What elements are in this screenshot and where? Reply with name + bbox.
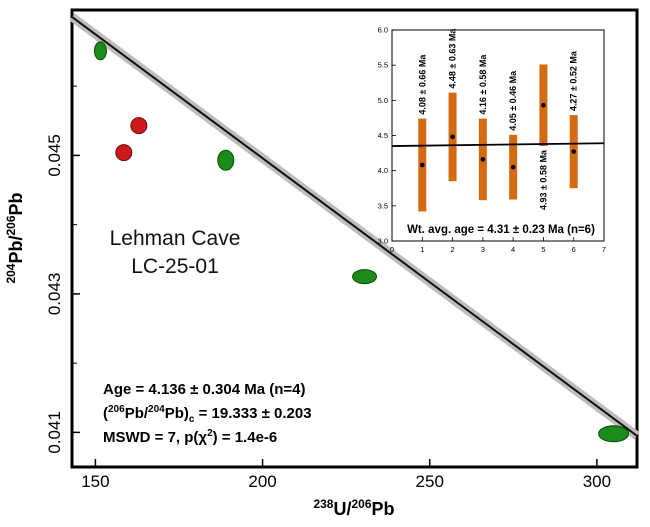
inset-bar-label: 4.27 ± 0.52 Ma <box>569 50 579 111</box>
x-title-sup1: 238 <box>313 497 333 511</box>
inset-y-tick-label: 5.5 <box>378 61 388 70</box>
inset-mean-dot <box>450 134 455 140</box>
y-title-end: Pb <box>6 192 26 215</box>
inset-mean-dot <box>510 164 516 170</box>
y-tick-label: 0.043 <box>45 273 64 316</box>
x-axis-title: 238U/206Pb <box>313 497 394 519</box>
data-point-excluded <box>115 144 133 162</box>
inset-x-tick-label: 5 <box>541 245 545 254</box>
inset-y-tick-label: 5.0 <box>378 96 388 105</box>
sample-name: Lehman Cave <box>110 227 241 250</box>
stat-mswd-prefix: MSWD = 7, p(χ <box>103 429 207 446</box>
x-tick-label: 150 <box>81 472 109 491</box>
inset-y-tick-label: 6.0 <box>378 26 388 35</box>
x-title-sup2: 206 <box>351 497 371 511</box>
inset-mean-dot <box>419 162 425 168</box>
stat-ratio-sup2: 204 <box>148 404 165 415</box>
x-tick-label: 250 <box>416 472 444 491</box>
inset-y-tick-label: 4.0 <box>378 166 388 175</box>
inset-bar-label: 4.05 ± 0.46 Ma <box>508 70 518 131</box>
inset-x-tick-label: 0 <box>390 245 394 254</box>
y-tick-label: 0.045 <box>45 134 64 177</box>
x-title-end: Pb <box>372 499 395 519</box>
x-title-mid: U/ <box>333 499 351 519</box>
y-tick-label: 0.041 <box>45 411 64 454</box>
data-point-included <box>217 149 235 171</box>
inset-frame <box>391 29 605 242</box>
inset-bar-label: 4.48 ± 0.63 Ma <box>448 28 458 89</box>
inset-x-tick-label: 6 <box>572 245 576 254</box>
inset-x-tick-label: 7 <box>602 245 606 254</box>
data-point-excluded <box>130 117 148 135</box>
x-tick-label: 300 <box>583 472 611 491</box>
inset-bar-label: 4.16 ± 0.58 Ma <box>478 54 488 115</box>
inset-mean-dot <box>480 157 486 162</box>
data-point-included <box>93 41 107 61</box>
inset-bar-label: 4.08 ± 0.66 Ma <box>417 54 427 115</box>
y-axis-title: 204Pb/206Pb <box>4 192 26 283</box>
y-title-sup1: 204 <box>4 263 18 283</box>
inset-weighted-mean-line <box>391 142 605 147</box>
x-tick-label: 200 <box>248 472 276 491</box>
stat-ratio-sub: c <box>189 414 195 425</box>
inset-y-tick-label: 3.0 <box>378 237 388 246</box>
stat-ratio-mid: Pb/ <box>125 405 149 422</box>
data-point-included <box>352 269 378 285</box>
stat-age: Age = 4.136 ± 0.304 Ma (n=4) <box>103 381 306 398</box>
inset-x-tick-label: 1 <box>420 245 424 254</box>
sample-id: LC-25-01 <box>131 255 219 278</box>
stat-mswd-sup: 2 <box>207 428 213 439</box>
inset-y-tick-label: 4.5 <box>378 131 388 140</box>
inset-x-tick-label: 3 <box>481 245 485 254</box>
inset-bar-label: 4.93 ± 0.58 Ma <box>538 149 548 210</box>
inset-y-tick-label: 3.5 <box>378 201 388 210</box>
inset-x-tick-label: 4 <box>511 245 515 254</box>
stat-ratio-prefix: ( <box>103 405 108 422</box>
inset-mean-dot <box>541 102 546 108</box>
data-point-included <box>598 425 630 443</box>
inset-weighted-average-label: Wt. avg. age = 4.31 ± 0.23 Ma (n=6) <box>407 224 595 236</box>
stat-common-ratio: (206Pb/204Pb)c = 19.333 ± 0.203 <box>103 404 312 425</box>
inset-mean-dot <box>571 149 577 154</box>
stat-ratio-mid2: Pb) <box>165 405 189 422</box>
y-title-mid: Pb/ <box>6 236 26 264</box>
inset-plot-layer: 4.08 ± 0.66 Ma 4.48 ± 0.63 Ma 4.16 ± 0.58 … <box>378 26 607 255</box>
inset-x-tick-label: 2 <box>450 245 454 254</box>
stat-ratio-value: = 19.333 ± 0.203 <box>194 405 311 422</box>
regression-line <box>71 16 638 437</box>
stat-mswd: MSWD = 7, p(χ2) = 1.4e-6 <box>103 428 277 446</box>
stat-mswd-suffix: ) = 1.4e-6 <box>213 429 278 446</box>
y-title-sup2: 206 <box>4 215 18 235</box>
stat-ratio-sup1: 206 <box>108 404 125 415</box>
